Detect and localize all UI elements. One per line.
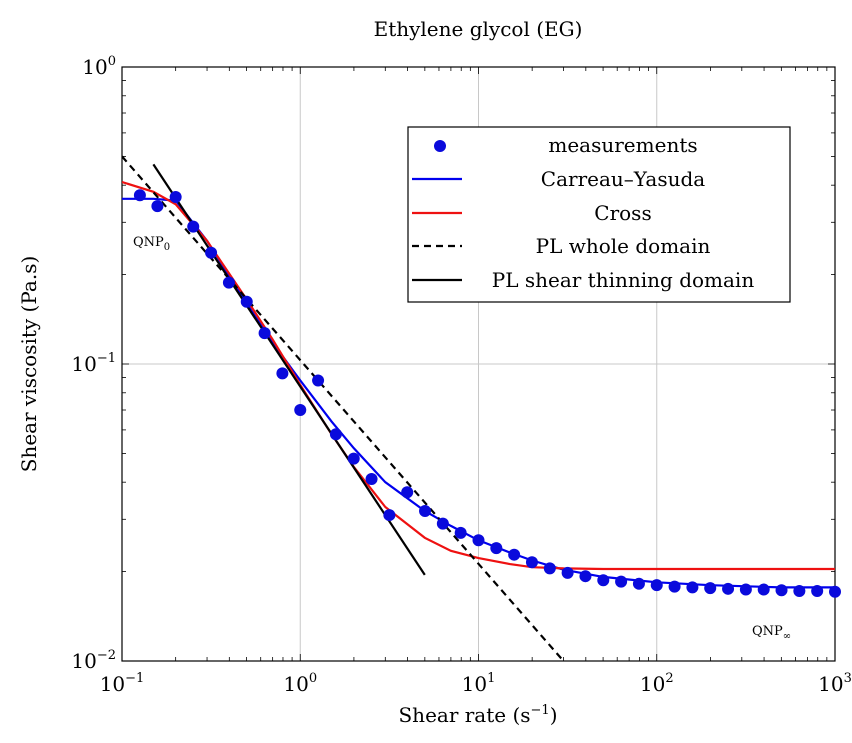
data-point [579,570,592,583]
x-axis-label: Shear rate (s−1) [398,703,557,727]
data-point [151,200,164,213]
data-point [793,585,806,598]
legend-label: PL whole domain [536,234,711,258]
x-tick-labels: 10−1 100 101 102 103 [100,671,852,696]
series-layer [122,155,841,661]
data-point [365,473,378,486]
data-point [472,534,485,547]
x-tick-label: 102 [640,671,674,696]
legend-box [407,126,791,303]
data-point [490,542,503,555]
data-point [276,367,289,380]
data-point [383,509,396,522]
data-point [704,582,717,595]
data-point [294,404,307,417]
data-point [686,581,699,594]
data-point [650,579,663,592]
data-point [329,428,342,441]
data-point [829,585,841,598]
y-tick-label: 10−1 [71,351,116,376]
chart-title: Ethylene glycol (EG) [374,17,583,41]
data-point [205,246,218,259]
data-point [561,566,574,579]
data-point [347,452,360,465]
y-tick-labels: 10−2 10−1 100 [71,54,116,673]
x-tick-label: 103 [818,671,852,696]
minor-ticks [121,67,835,662]
qnp0-annotation: QNP0 [133,235,170,253]
data-point [543,562,556,575]
legend-label: Carreau–Yasuda [541,167,706,191]
data-point [739,583,752,596]
data-point [169,190,182,203]
data-point [187,220,200,233]
y-axis-label: Shear viscosity (Pa.s) [17,256,41,473]
data-point [632,577,645,590]
data-point [668,580,681,593]
data-point [722,582,735,595]
data-point [525,556,538,569]
data-point [312,374,325,387]
data-point [811,585,824,598]
data-point [597,574,610,587]
x-tick-label: 101 [462,671,496,696]
legend-marker [434,140,446,152]
data-point [258,327,271,340]
data-point [757,583,770,596]
legend-label: Cross [594,201,651,225]
series-line-pl-shear-thinning-domain [152,163,426,576]
data-point [436,517,449,530]
series-line-pl-whole-domain [122,155,565,661]
qnpinf-annotation: QNP∞ [752,624,791,642]
legend-label: measurements [548,133,697,157]
data-point [615,575,628,588]
data-point [419,504,432,517]
data-point [775,584,788,597]
series-line-cross [122,180,835,571]
data-point [240,295,253,308]
data-point [222,276,235,289]
x-tick-label: 100 [283,671,317,696]
legend: measurements Carreau–Yasuda Cross PL whole … [407,126,791,303]
x-tick-label: 10−1 [100,671,145,696]
data-point [401,486,414,499]
data-point [133,189,146,202]
data-point [508,548,521,561]
legend-label: PL shear thinning domain [492,268,755,292]
y-tick-label: 10−2 [71,648,116,673]
data-point [454,526,467,539]
y-tick-label: 100 [82,54,116,79]
